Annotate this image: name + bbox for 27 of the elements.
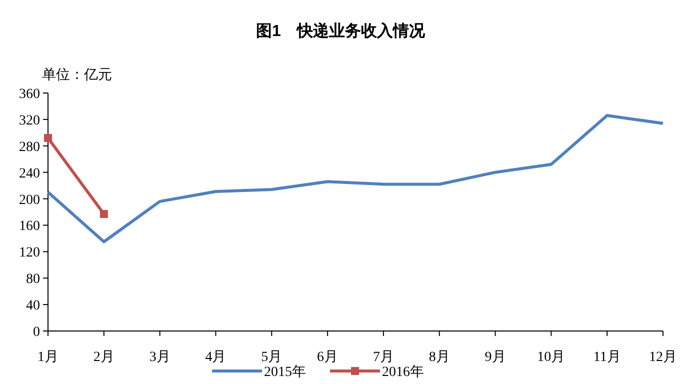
x-tick-label: 2月 [93, 350, 114, 365]
x-tick-label: 3月 [149, 350, 170, 365]
y-tick-label: 280 [19, 140, 40, 155]
line-series [46, 114, 664, 244]
y-tick-label: 360 [19, 87, 40, 102]
y-tick-label: 0 [33, 325, 40, 340]
y-axis-title: 单位：亿元 [42, 66, 112, 82]
x-tick-label: 6月 [317, 350, 338, 365]
x-tick-label: 9月 [484, 350, 506, 365]
x-tick-label: 5月 [261, 350, 282, 365]
y-tick-label: 200 [19, 192, 40, 208]
x-tick-label: 4月 [205, 350, 226, 365]
x-tick-label: 8月 [428, 350, 450, 365]
y-tick-label: 80 [26, 272, 40, 288]
y-tick-label: 320 [19, 113, 40, 128]
y-tick-label: 160 [19, 219, 40, 234]
x-tick-label: 1月 [38, 350, 58, 365]
x-tick-label: 7月 [372, 350, 394, 365]
legend-label: 2016年 [382, 364, 424, 380]
y-tick-label: 120 [19, 246, 40, 261]
y-tick-label: 240 [19, 166, 40, 182]
x-tick-label: 10月 [537, 350, 566, 365]
chart-title: 图1 快递业务收入情况 [256, 22, 426, 40]
legend-label: 2015年 [264, 364, 306, 380]
x-tick-label: 12月 [649, 350, 677, 365]
x-tick-label: 11月 [593, 350, 621, 365]
y-tick-label: 40 [26, 298, 40, 314]
